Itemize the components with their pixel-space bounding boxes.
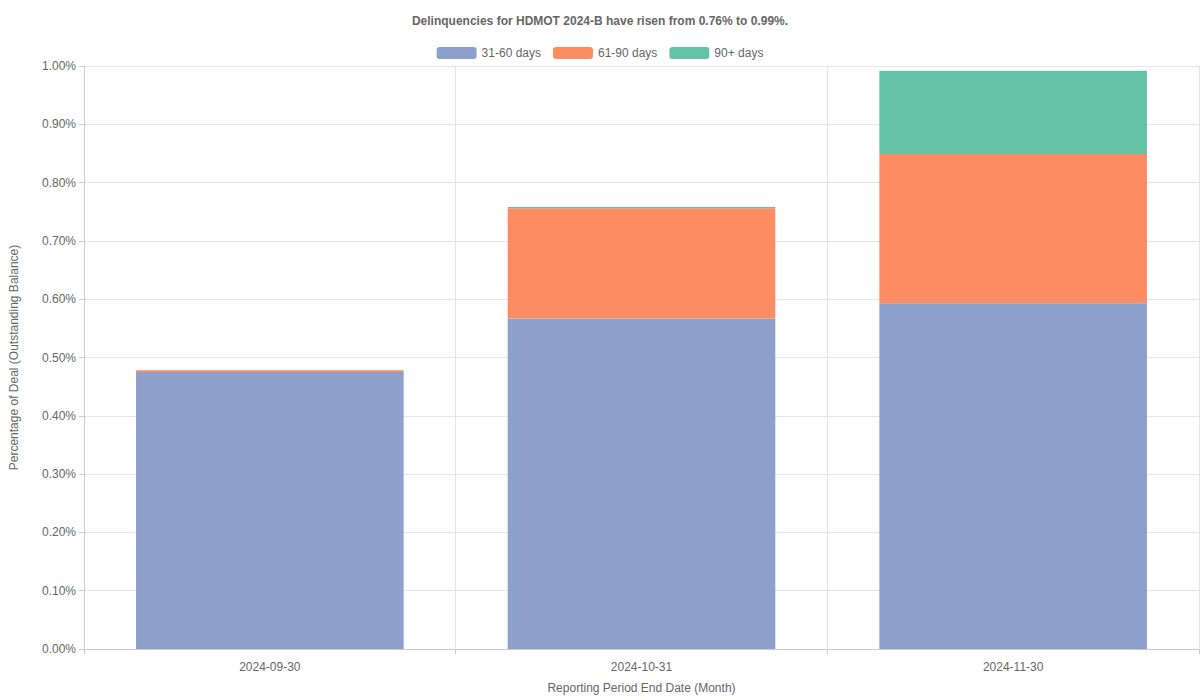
svg-text:0.30%: 0.30% [42, 467, 76, 481]
svg-text:0.90%: 0.90% [42, 117, 76, 131]
svg-text:61-90 days: 61-90 days [598, 46, 657, 60]
svg-text:Delinquencies for HDMOT 2024-B: Delinquencies for HDMOT 2024-B have rise… [412, 14, 788, 28]
svg-text:0.40%: 0.40% [42, 409, 76, 423]
svg-text:Percentage of Deal (Outstandin: Percentage of Deal (Outstanding Balance) [7, 245, 21, 470]
svg-text:0.00%: 0.00% [42, 642, 76, 656]
svg-text:2024-09-30: 2024-09-30 [239, 660, 301, 674]
svg-text:1.00%: 1.00% [42, 59, 76, 73]
svg-text:0.50%: 0.50% [42, 351, 76, 365]
svg-text:0.20%: 0.20% [42, 525, 76, 539]
svg-text:90+ days: 90+ days [714, 46, 763, 60]
svg-text:0.60%: 0.60% [42, 292, 76, 306]
svg-text:2024-10-31: 2024-10-31 [611, 660, 673, 674]
svg-text:0.10%: 0.10% [42, 584, 76, 598]
svg-text:0.70%: 0.70% [42, 234, 76, 248]
svg-text:0.80%: 0.80% [42, 176, 76, 190]
svg-text:31-60 days: 31-60 days [482, 46, 541, 60]
svg-text:2024-11-30: 2024-11-30 [983, 660, 1044, 674]
svg-text:Reporting Period End Date (Mon: Reporting Period End Date (Month) [547, 681, 735, 695]
